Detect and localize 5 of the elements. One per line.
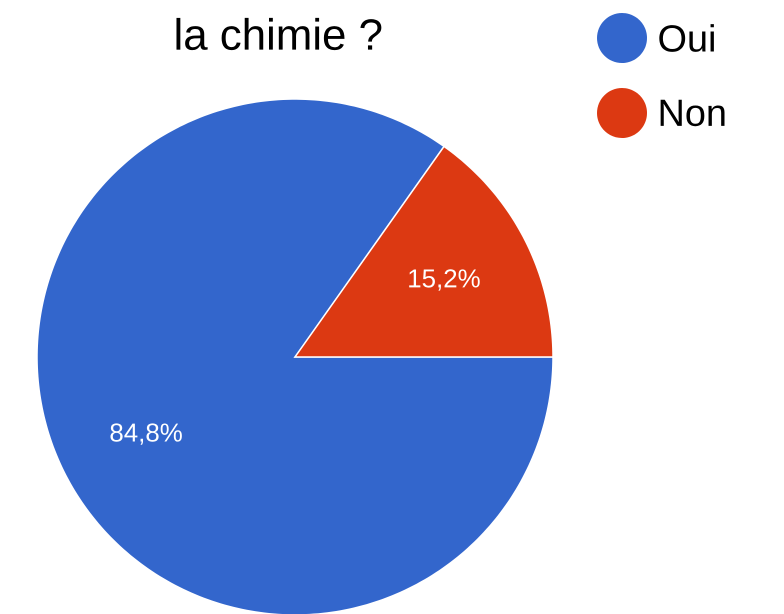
legend-label: Non [660,100,724,126]
data-label: 15,2% [409,269,480,291]
legend-label: Oui [659,24,714,52]
data-label: 84,8% [110,423,182,445]
chart-title: la chimie ? [176,18,382,50]
